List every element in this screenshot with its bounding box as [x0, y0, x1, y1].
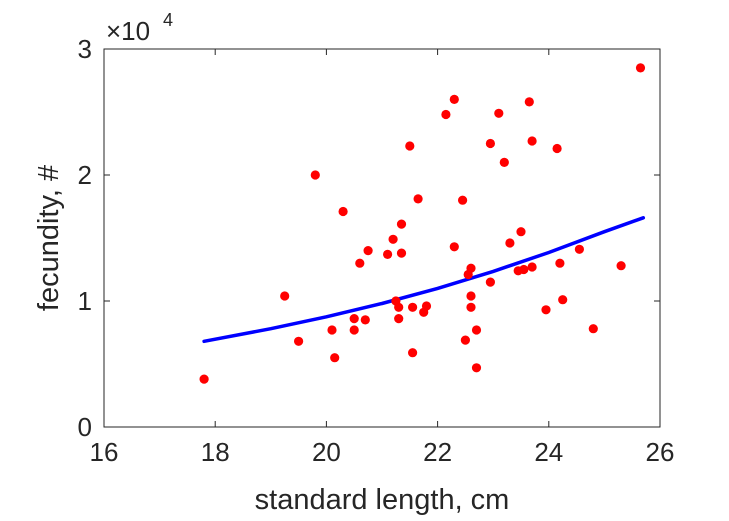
x-tick-label: 26 — [646, 437, 675, 467]
axes: 16 18 20 22 24 26 0 1 2 3 — [78, 34, 675, 467]
data-point — [421, 301, 432, 311]
data-point — [485, 277, 495, 287]
data-point — [588, 324, 598, 334]
data-point — [541, 305, 551, 315]
data-point — [383, 249, 393, 259]
data-point — [516, 227, 526, 237]
y-tick-label: 3 — [78, 34, 92, 64]
data-point — [460, 335, 470, 345]
data-point — [349, 325, 359, 335]
data-point — [327, 325, 337, 335]
axes-box — [103, 48, 661, 428]
y-axis-label: fecundity, # — [33, 165, 65, 311]
data-point — [396, 219, 407, 229]
x-tick-label: 16 — [90, 437, 119, 467]
data-point — [388, 234, 398, 244]
data-point — [413, 194, 423, 204]
y-axis-exponent-base: ×10 — [106, 16, 150, 46]
x-tick-label: 18 — [201, 437, 230, 467]
data-point — [199, 374, 209, 384]
data-point — [441, 109, 451, 120]
x-axis-label: standard length, cm — [255, 484, 510, 516]
data-point — [394, 314, 404, 324]
data-point — [330, 353, 340, 363]
y-tick-label: 1 — [78, 286, 92, 316]
data-points-layer — [199, 63, 646, 384]
data-point — [466, 291, 476, 301]
x-tick-label: 24 — [534, 437, 563, 467]
data-point — [338, 206, 348, 217]
data-point — [555, 258, 565, 268]
data-point — [527, 136, 537, 146]
data-point — [408, 302, 418, 312]
data-point — [574, 244, 585, 254]
x-tick-label: 20 — [312, 437, 341, 467]
data-point — [363, 246, 373, 256]
data-point — [466, 302, 476, 312]
data-point — [449, 94, 459, 104]
data-point — [449, 242, 459, 252]
data-point — [405, 141, 415, 151]
data-point — [408, 348, 418, 358]
y-axis-exponent-power: 4 — [163, 10, 173, 30]
data-point — [558, 295, 568, 305]
data-point — [505, 238, 515, 248]
data-point — [360, 315, 370, 325]
data-point — [280, 291, 290, 301]
data-point — [635, 63, 646, 73]
data-point — [396, 248, 407, 258]
data-point — [355, 258, 365, 268]
y-tick-label: 2 — [78, 160, 92, 190]
data-point — [394, 302, 404, 312]
data-point — [527, 262, 537, 272]
fit-curve — [202, 216, 646, 344]
data-point — [485, 138, 495, 149]
y-tick-label: 0 — [78, 412, 92, 442]
data-point — [471, 325, 482, 335]
fit-curve-layer — [202, 216, 646, 344]
data-point — [310, 170, 320, 180]
data-point — [499, 157, 509, 167]
data-point — [471, 363, 482, 373]
data-point — [616, 261, 626, 271]
x-tick-label: 22 — [423, 437, 452, 467]
data-point — [349, 314, 359, 324]
data-point — [466, 263, 476, 273]
data-point — [519, 264, 529, 275]
data-point — [524, 97, 534, 107]
data-point — [552, 143, 562, 154]
data-point — [458, 195, 468, 205]
data-point — [294, 336, 304, 346]
data-point — [494, 108, 504, 118]
